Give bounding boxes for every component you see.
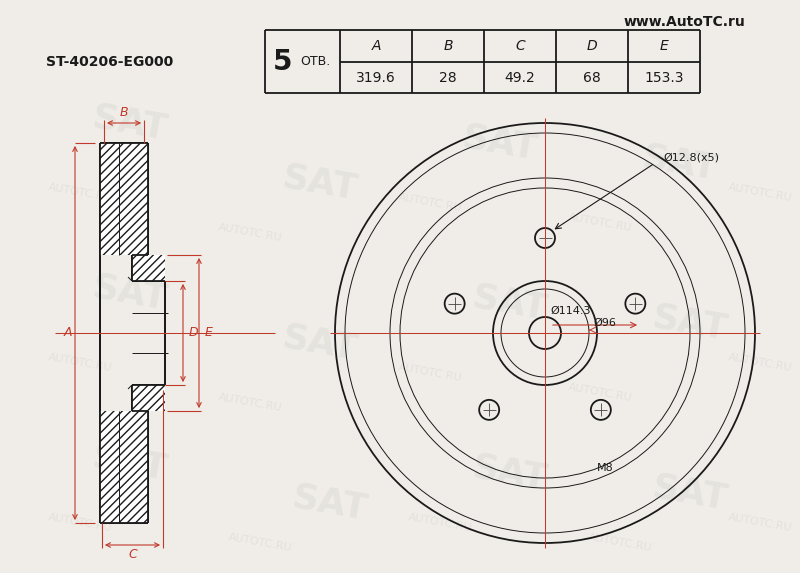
Text: SAT: SAT [280, 320, 360, 366]
Text: 68: 68 [583, 70, 601, 84]
Text: Ø96: Ø96 [593, 318, 616, 328]
Text: 28: 28 [439, 70, 457, 84]
Text: 49.2: 49.2 [505, 70, 535, 84]
Text: 319.6: 319.6 [356, 70, 396, 84]
Text: 5: 5 [273, 48, 293, 76]
Text: AUTOTC.RU: AUTOTC.RU [218, 222, 282, 244]
Text: AUTOTC.RU: AUTOTC.RU [727, 512, 793, 533]
Text: SAT: SAT [290, 480, 370, 527]
Text: E: E [660, 40, 668, 53]
Text: SAT: SAT [90, 270, 170, 316]
Text: SAT: SAT [280, 160, 360, 206]
Text: M8: M8 [597, 463, 614, 473]
Text: AUTOTC.RU: AUTOTC.RU [587, 532, 653, 554]
Text: SAT: SAT [650, 300, 730, 346]
Text: AUTOTC.RU: AUTOTC.RU [567, 213, 633, 234]
Text: 153.3: 153.3 [644, 70, 684, 84]
Text: D: D [586, 40, 598, 53]
Text: AUTOTC.RU: AUTOTC.RU [47, 512, 113, 533]
Text: SAT: SAT [90, 100, 170, 146]
Text: A: A [64, 327, 72, 339]
Text: Ø12.8(x5): Ø12.8(x5) [663, 153, 719, 163]
Text: D: D [189, 327, 198, 339]
Text: Ø114.3: Ø114.3 [550, 306, 590, 316]
Text: AUTOTC.RU: AUTOTC.RU [47, 352, 113, 374]
Text: AUTOTC.RU: AUTOTC.RU [407, 512, 473, 533]
Text: SAT: SAT [650, 470, 730, 516]
Text: C: C [515, 40, 525, 53]
Text: B: B [443, 40, 453, 53]
Text: www.AutoTC.ru: www.AutoTC.ru [623, 15, 745, 29]
Text: E: E [205, 327, 213, 339]
Text: C: C [128, 548, 137, 562]
Text: A: A [371, 40, 381, 53]
Text: ОТВ.: ОТВ. [300, 55, 330, 68]
Text: AUTOTC.RU: AUTOTC.RU [727, 182, 793, 203]
Text: SAT: SAT [460, 120, 540, 166]
Text: AUTOTC.RU: AUTOTC.RU [47, 182, 113, 203]
Bar [100, 411, 148, 523]
Text: AUTOTC.RU: AUTOTC.RU [218, 393, 282, 414]
Text: AUTOTC.RU: AUTOTC.RU [398, 363, 462, 383]
Text: AUTOTC.RU: AUTOTC.RU [567, 382, 633, 403]
Text: ST-40206-EG000: ST-40206-EG000 [46, 55, 174, 69]
Text: SAT: SAT [640, 140, 720, 186]
Text: SAT: SAT [470, 280, 550, 327]
Bar [132, 255, 165, 281]
Text: B: B [120, 107, 128, 120]
Text: AUTOTC.RU: AUTOTC.RU [227, 532, 293, 554]
Text: AUTOTC.RU: AUTOTC.RU [398, 193, 462, 214]
Bar [132, 385, 165, 411]
Text: AUTOTC.RU: AUTOTC.RU [727, 352, 793, 374]
Bar [100, 143, 148, 255]
Text: SAT: SAT [90, 439, 170, 486]
Text: SAT: SAT [470, 450, 550, 496]
